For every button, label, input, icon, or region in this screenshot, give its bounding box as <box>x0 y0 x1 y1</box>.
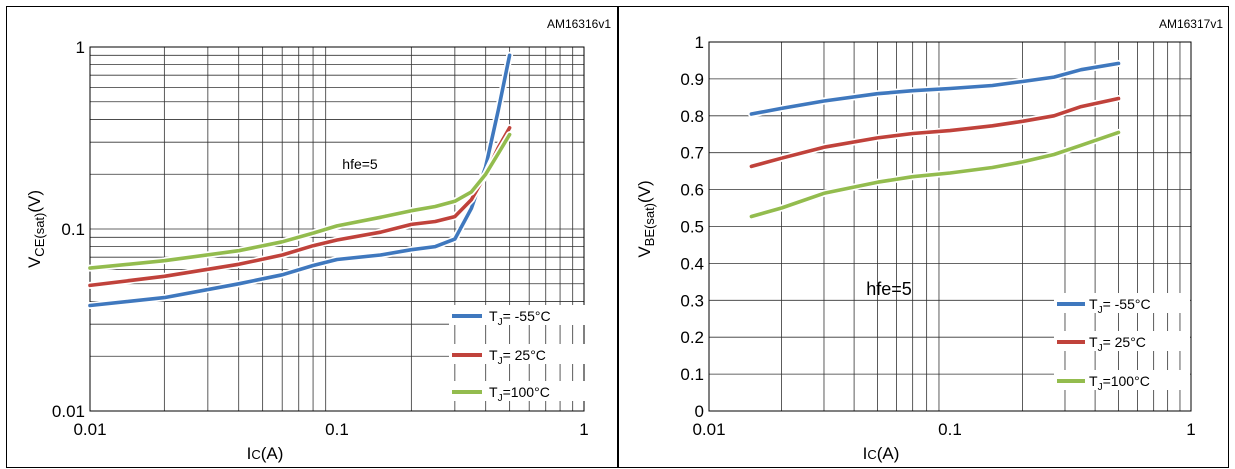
x-tick-label: 1 <box>1186 420 1195 439</box>
legend-background <box>1054 331 1190 351</box>
vbe-sat-chart: AM16317v1 0.01 0.1 1 0 0.1 0.2 0.3 0.4 0.5 0.6 0.7 0… <box>635 17 1223 463</box>
y-tick-label: 0.6 <box>680 181 704 200</box>
series-line <box>749 96 1121 169</box>
y-tick-label: 0.8 <box>680 107 704 126</box>
legend-label: TJ= -55°C <box>1089 296 1151 316</box>
legend-background <box>449 344 590 364</box>
legend-label: TJ=100°C <box>1089 373 1150 393</box>
figure-id-code: AM16317v1 <box>1159 17 1223 31</box>
legend-label: TJ=100°C <box>489 384 550 404</box>
series-line <box>88 53 512 308</box>
y-tick-label: 0.5 <box>680 218 704 237</box>
hfe-annotation: hfe=5 <box>866 279 912 299</box>
y-tick-label: 0 <box>695 402 704 421</box>
legend-background <box>1054 293 1190 313</box>
y-tick-label: 0.9 <box>680 70 704 89</box>
y-tick-label: 0.01 <box>52 402 85 421</box>
chart-panel-vce-sat: AM16316v1 0.01 0.1 1 0.01 0.1 1 hfe=5 TJ= -55°C T… <box>6 6 618 468</box>
x-tick-label: 0.1 <box>325 420 349 439</box>
series-line <box>749 61 1121 116</box>
legend-label: TJ= -55°C <box>489 308 551 328</box>
x-tick-label: 0.01 <box>692 420 725 439</box>
y-tick-label: 0.3 <box>680 291 704 310</box>
legend-background <box>449 381 590 401</box>
y-tick-label: 0.4 <box>680 254 704 273</box>
y-axis-label: VCE(sat)(V) <box>25 190 47 268</box>
y-tick-label: 1 <box>76 38 85 57</box>
plot-frame <box>89 46 585 412</box>
legend-background <box>449 305 590 325</box>
y-tick-label: 0.1 <box>61 220 85 239</box>
y-tick-label: 0.1 <box>680 365 704 384</box>
x-axis-label: IC(A) <box>863 444 900 463</box>
y-tick-label: 0.7 <box>680 144 704 163</box>
x-tick-label: 0.1 <box>938 420 962 439</box>
series-line <box>88 132 512 270</box>
y-tick-label: 0.2 <box>680 328 704 347</box>
legend-label: TJ= 25°C <box>489 347 546 367</box>
legend-background <box>1054 370 1190 390</box>
series-line <box>749 130 1121 219</box>
x-tick-label: 1 <box>579 420 588 439</box>
figure-id-code: AM16316v1 <box>547 17 611 31</box>
x-axis-label: IC(A) <box>247 444 284 463</box>
legend-label: TJ= 25°C <box>1089 334 1146 354</box>
y-axis-label: VBE(sat)(V) <box>635 180 657 257</box>
hfe-annotation: hfe=5 <box>342 156 378 172</box>
x-tick-label: 0.01 <box>73 420 106 439</box>
y-tick-label: 1 <box>695 33 704 52</box>
chart-panel-vbe-sat: AM16317v1 0.01 0.1 1 0 0.1 0.2 0.3 0.4 0.5 0.6 0.7 0… <box>618 6 1229 468</box>
plot-frame <box>708 41 1192 412</box>
vce-sat-chart: AM16316v1 0.01 0.1 1 0.01 0.1 1 hfe=5 TJ= -55°C T… <box>25 17 611 463</box>
